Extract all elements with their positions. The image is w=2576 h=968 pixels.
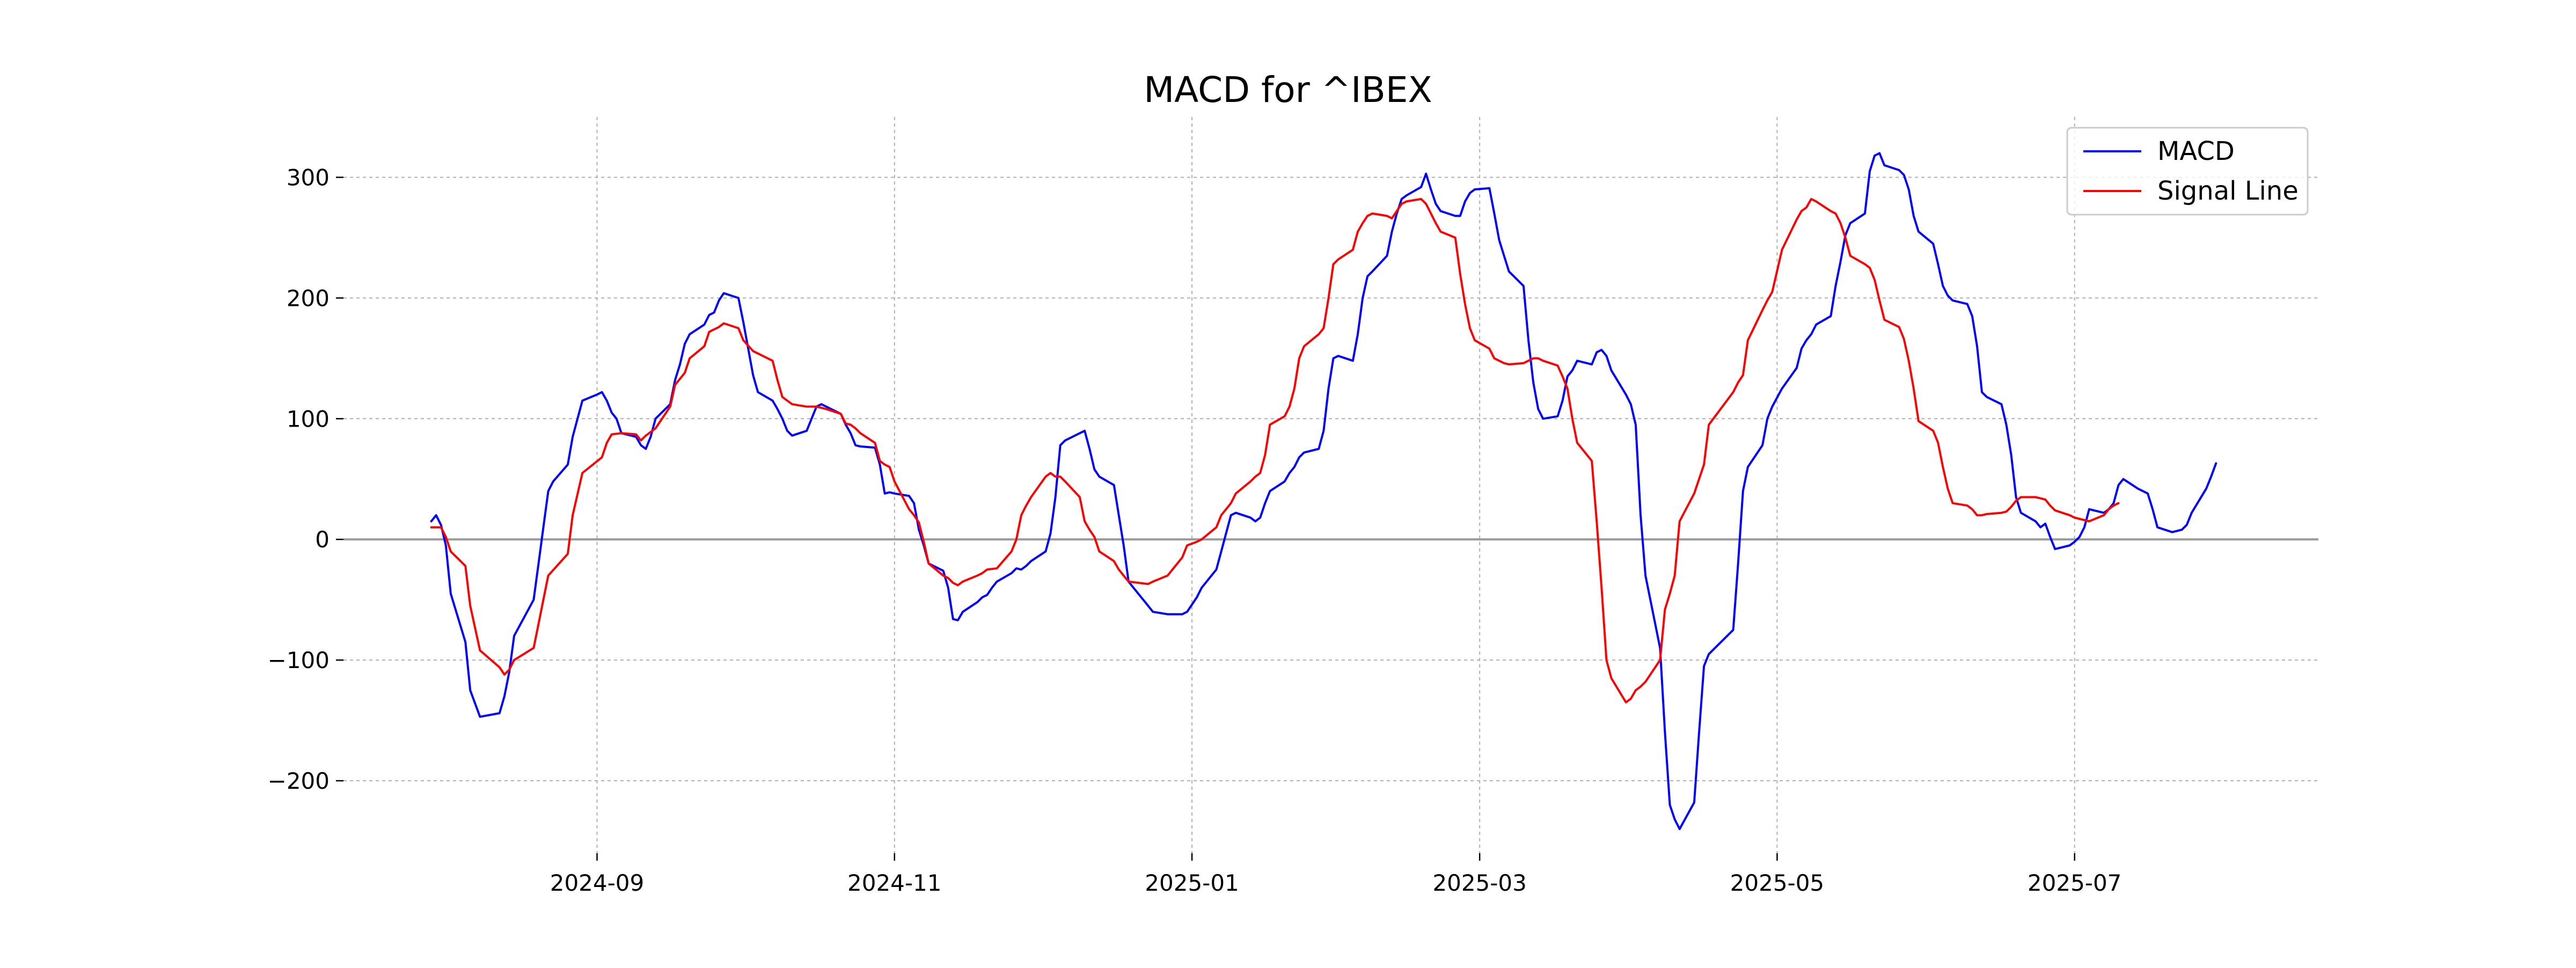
- y-tick-label: 100: [287, 406, 330, 432]
- x-tick-label: 2025-07: [2028, 870, 2122, 896]
- series-layer: [430, 152, 2218, 830]
- y-axis: −200 −100 0 100 200 300: [268, 164, 343, 794]
- y-tick-label: 200: [287, 285, 330, 311]
- chart-title: MACD for ^IBEX: [1144, 69, 1432, 111]
- legend: MACD Signal Line: [2066, 127, 2309, 216]
- y-tick-label: −200: [268, 768, 330, 794]
- y-tick-label: 300: [287, 164, 330, 190]
- y-tick-label: 0: [315, 526, 330, 553]
- legend-label-macd: MACD: [2157, 136, 2235, 166]
- series-line-signal-line: [430, 197, 2120, 703]
- x-tick-label: 2024-11: [847, 870, 942, 896]
- x-tick-label: 2025-01: [1145, 870, 1239, 896]
- x-tick-label: 2024-09: [550, 870, 645, 896]
- legend-label-signal-line: Signal Line: [2157, 176, 2299, 206]
- x-tick-label: 2025-03: [1432, 870, 1527, 896]
- y-tick-label: −100: [268, 647, 330, 673]
- legend-box: [2066, 127, 2309, 216]
- x-axis: 2024-09 2024-11 2025-01 2025-03 2025-05 2025-…: [550, 853, 2122, 896]
- series-line-macd: [430, 152, 2218, 830]
- grid-layer: [343, 117, 2318, 853]
- x-tick-label: 2025-05: [1730, 870, 1825, 896]
